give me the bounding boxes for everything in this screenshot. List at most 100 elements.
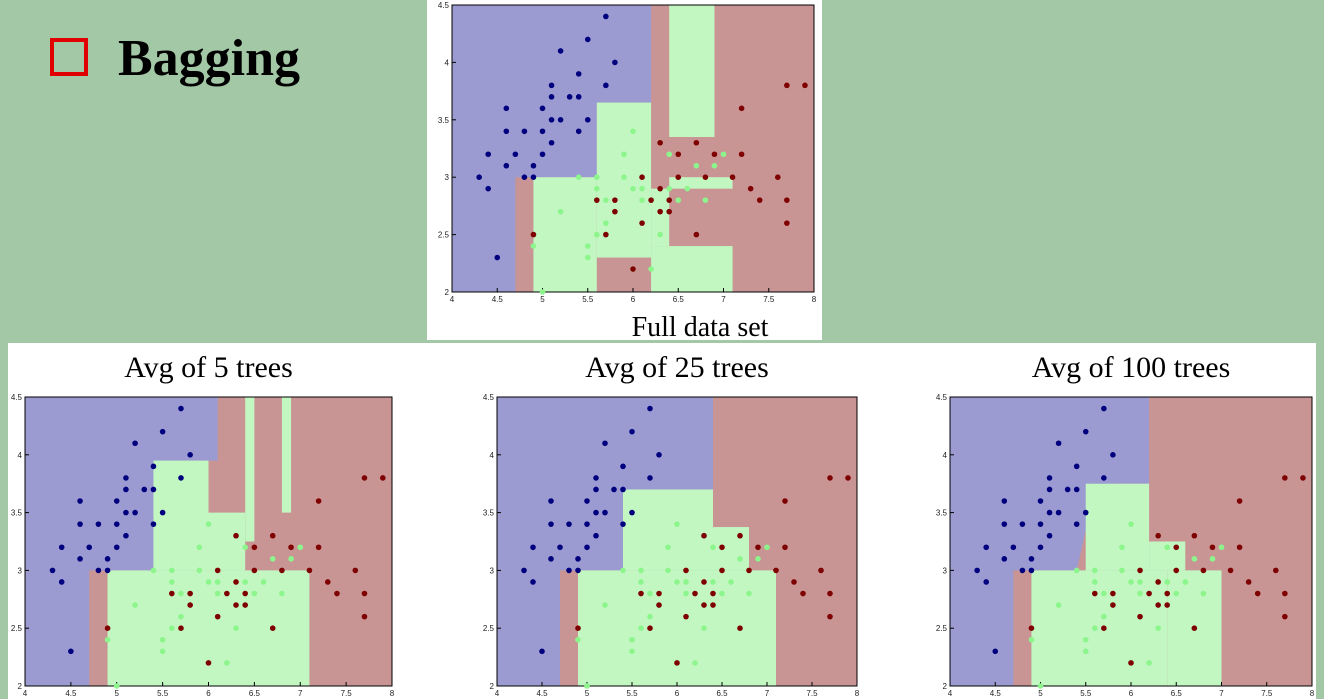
x-tick-label: 7.5: [1261, 689, 1273, 698]
point: [737, 556, 743, 562]
point: [1164, 579, 1170, 585]
point: [548, 82, 555, 89]
point: [1046, 509, 1053, 516]
point: [1200, 590, 1207, 597]
point: [566, 567, 572, 574]
point: [132, 602, 138, 608]
point: [269, 556, 276, 562]
point: [728, 579, 734, 585]
point: [683, 579, 689, 585]
region-green: [651, 246, 733, 292]
point: [77, 556, 83, 562]
point: [205, 660, 212, 666]
point: [620, 463, 626, 470]
point: [1155, 579, 1161, 585]
x-tick-label: 5: [585, 689, 590, 698]
point: [630, 266, 636, 272]
point: [666, 208, 672, 215]
point: [711, 162, 718, 169]
point: [1146, 660, 1152, 666]
x-tick-label: 4: [23, 689, 28, 698]
point: [566, 94, 573, 100]
point: [575, 625, 581, 631]
x-tick-label: 4.5: [492, 295, 504, 304]
point: [1191, 556, 1198, 562]
point: [1055, 440, 1062, 447]
point: [710, 579, 716, 585]
point: [557, 208, 564, 215]
point: [68, 648, 74, 655]
y-tick-label: 3: [943, 566, 948, 575]
point: [1191, 532, 1198, 539]
point: [621, 174, 627, 180]
point: [701, 602, 707, 608]
region-green: [1085, 483, 1150, 571]
point: [1082, 428, 1089, 435]
point: [818, 567, 824, 574]
y-tick-label: 3: [18, 566, 23, 575]
point: [485, 151, 492, 158]
point: [187, 602, 193, 608]
point: [1137, 590, 1143, 597]
point: [827, 475, 833, 481]
point: [1173, 567, 1180, 574]
point: [784, 82, 790, 89]
point: [104, 636, 111, 643]
point: [692, 660, 698, 666]
point: [530, 162, 537, 169]
point: [178, 625, 184, 631]
x-tick-label: 8: [1310, 689, 1315, 698]
point: [494, 254, 501, 261]
x-tick-label: 8: [390, 689, 395, 698]
point: [557, 48, 564, 54]
point: [77, 498, 83, 504]
point: [306, 567, 313, 574]
point: [674, 660, 680, 666]
point: [178, 475, 184, 481]
point: [683, 613, 689, 620]
point: [1092, 590, 1098, 597]
point: [603, 231, 609, 238]
point: [242, 590, 248, 597]
point: [602, 602, 608, 608]
y-tick-label: 4.5: [11, 393, 23, 402]
point: [620, 486, 626, 493]
point: [196, 567, 203, 574]
point: [566, 521, 572, 527]
point: [639, 197, 645, 203]
y-tick-label: 3.5: [936, 509, 948, 518]
point: [693, 231, 700, 238]
point: [1209, 544, 1216, 551]
point: [521, 128, 528, 135]
point: [683, 590, 689, 597]
point: [49, 567, 56, 574]
region-green: [596, 102, 652, 258]
point: [113, 683, 120, 689]
point: [701, 625, 707, 631]
point: [675, 174, 682, 180]
point: [530, 243, 537, 249]
point: [224, 590, 230, 597]
point: [612, 208, 618, 215]
y-tick-label: 4.5: [483, 393, 495, 402]
point: [983, 579, 989, 585]
point: [575, 94, 582, 100]
x-tick-label: 4.5: [65, 689, 77, 698]
point: [1037, 544, 1044, 551]
point: [594, 197, 600, 203]
point: [150, 521, 157, 527]
point: [629, 428, 635, 435]
point: [150, 567, 157, 574]
point: [58, 544, 65, 551]
point: [1037, 521, 1044, 527]
x-tick-label: 7: [1219, 689, 1224, 698]
y-tick-label: 4.5: [438, 1, 450, 10]
region-green: [578, 570, 713, 686]
x-tick-label: 7: [721, 295, 726, 304]
point: [1191, 625, 1198, 631]
point: [675, 197, 682, 203]
region-blue: [497, 397, 713, 686]
point: [675, 151, 682, 158]
point: [629, 648, 635, 655]
point: [1101, 405, 1107, 412]
